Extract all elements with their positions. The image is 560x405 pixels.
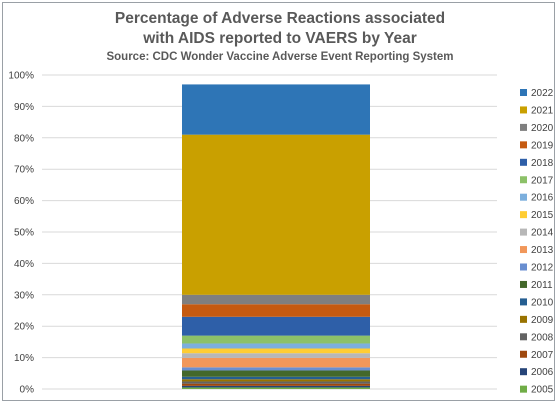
- legend-swatch-2022: [520, 89, 527, 96]
- legend-label-2005: 2005: [531, 385, 554, 396]
- y-tick-label: 50%: [14, 228, 34, 239]
- y-tick-label: 100%: [8, 71, 34, 82]
- legend-label-2014: 2014: [531, 228, 554, 239]
- legend-swatch-2014: [520, 228, 527, 236]
- legend-swatch-2005: [520, 385, 527, 393]
- legend-label-2012: 2012: [531, 263, 554, 274]
- legend-swatch-2009: [520, 315, 527, 323]
- bar-segment-2007: [182, 383, 370, 386]
- legend-label-2019: 2019: [531, 140, 554, 151]
- legend-swatch-2010: [520, 298, 527, 306]
- legend-swatch-2018: [520, 158, 527, 166]
- legend-swatch-2016: [520, 193, 527, 201]
- bar-segment-2019: [182, 304, 370, 317]
- legend-label-2017: 2017: [531, 175, 554, 186]
- legend-swatch-2011: [520, 280, 527, 288]
- legend-label-2009: 2009: [531, 315, 554, 326]
- bar-segment-2010: [182, 376, 370, 380]
- chart-subtitle: Source: CDC Wonder Vaccine Adverse Event…: [106, 51, 454, 63]
- y-tick-label: 30%: [14, 290, 34, 301]
- legend-label-2011: 2011: [531, 280, 553, 291]
- legend-swatch-2017: [520, 176, 527, 184]
- legend-swatch-2021: [520, 106, 527, 114]
- chart-title: Percentage of Adverse Reactions associat…: [114, 10, 446, 27]
- legend-label-2016: 2016: [531, 193, 554, 204]
- legend-swatch-2020: [520, 123, 527, 131]
- bar-segment-2014: [182, 353, 370, 358]
- legend-swatch-2012: [520, 263, 527, 271]
- y-tick-label: 10%: [14, 353, 34, 364]
- chart-title-line2: with AIDS reported to VAERS by Year: [143, 30, 417, 47]
- y-tick-label: 20%: [14, 322, 34, 333]
- bar-segment-2013: [182, 357, 370, 368]
- y-tick-label: 0%: [20, 385, 35, 396]
- legend-swatch-2015: [520, 211, 527, 219]
- legend-swatch-2006: [520, 368, 527, 376]
- bar-segment-2017: [182, 335, 370, 344]
- bar-segment-2011: [182, 370, 370, 377]
- bar-segment-2008: [182, 381, 370, 384]
- legend-swatch-2013: [520, 246, 527, 254]
- legend-label-2013: 2013: [531, 245, 554, 256]
- bar-segment-2015: [182, 348, 370, 354]
- y-tick-label: 80%: [14, 133, 34, 144]
- legend-label-2010: 2010: [531, 297, 554, 308]
- legend-label-2022: 2022: [531, 88, 554, 99]
- y-tick-label: 90%: [14, 102, 34, 113]
- bar-segment-2018: [182, 316, 370, 336]
- y-tick-label: 40%: [14, 259, 34, 270]
- legend-swatch-2008: [520, 333, 527, 341]
- bar-segment-2009: [182, 379, 370, 382]
- legend-swatch-2007: [520, 350, 527, 358]
- legend-label-2006: 2006: [531, 367, 554, 378]
- legend-label-2008: 2008: [531, 332, 554, 343]
- y-tick-label: 70%: [14, 165, 34, 176]
- bar-segment-2020: [182, 294, 370, 305]
- legend-label-2015: 2015: [531, 210, 554, 221]
- bar-segment-2006: [182, 385, 370, 388]
- bar-segment-2022: [182, 84, 370, 135]
- bar-segment-2012: [182, 367, 370, 371]
- legend-label-2007: 2007: [531, 350, 554, 361]
- bar-segment-2021: [182, 134, 370, 295]
- legend-swatch-2019: [520, 141, 527, 149]
- bar-segment-2016: [182, 343, 370, 349]
- legend-label-2018: 2018: [531, 158, 554, 169]
- legend-label-2020: 2020: [531, 123, 554, 134]
- y-tick-label: 60%: [14, 196, 34, 207]
- bar-segment-2005: [182, 387, 370, 389]
- legend-label-2021: 2021: [531, 105, 554, 116]
